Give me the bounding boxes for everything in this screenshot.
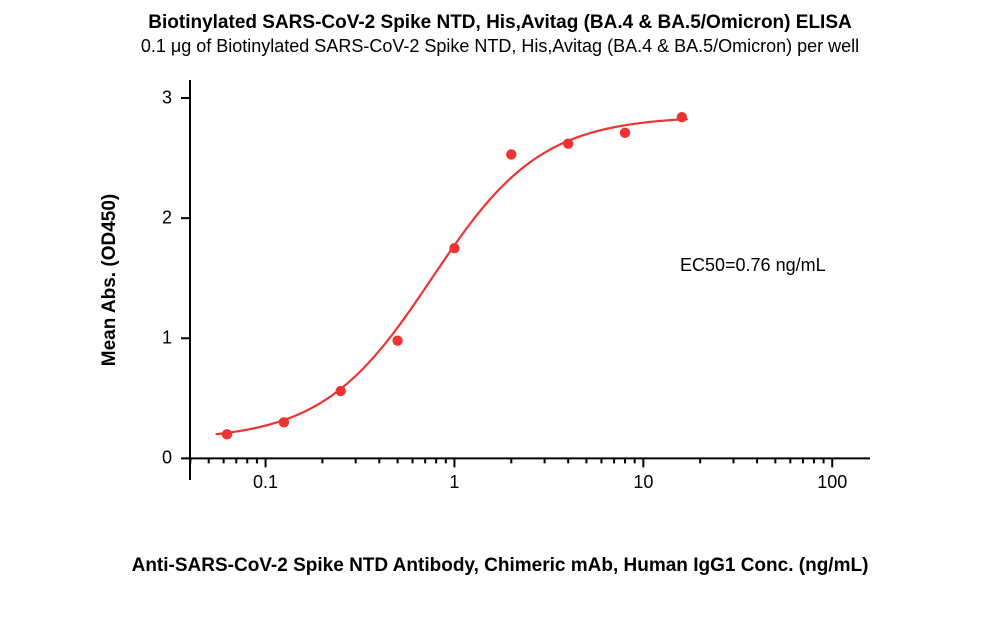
chart-subtitle: 0.1 μg of Biotinylated SARS-CoV-2 Spike … (0, 36, 1000, 57)
y-tick-label: 0 (152, 448, 172, 469)
plot-svg (190, 80, 870, 480)
x-tick-label: 1 (449, 472, 459, 493)
x-tick-label: 0.1 (253, 472, 278, 493)
x-tick-label: 10 (633, 472, 653, 493)
ec50-annotation: EC50=0.76 ng/mL (680, 255, 826, 276)
chart-title: Biotinylated SARS-CoV-2 Spike NTD, His,A… (0, 12, 1000, 34)
y-tick-label: 3 (152, 88, 172, 109)
x-axis-label: Anti-SARS-CoV-2 Spike NTD Antibody, Chim… (0, 555, 1000, 577)
title-block: Biotinylated SARS-CoV-2 Spike NTD, His,A… (0, 0, 1000, 57)
y-axis-label: Mean Abs. (OD450) (99, 194, 121, 366)
figure-container: Biotinylated SARS-CoV-2 Spike NTD, His,A… (0, 0, 1000, 625)
y-tick-label: 2 (152, 208, 172, 229)
x-tick-label: 100 (817, 472, 847, 493)
y-tick-label: 1 (152, 328, 172, 349)
plot-area (190, 80, 870, 480)
